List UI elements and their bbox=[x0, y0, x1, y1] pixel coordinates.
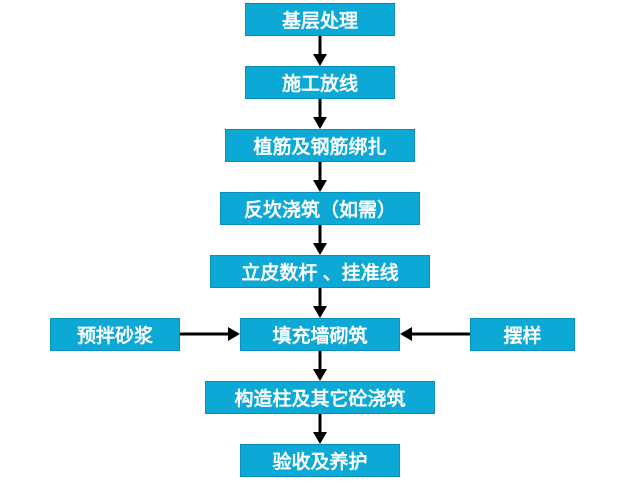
arrow-right-icon bbox=[180, 327, 240, 341]
node-infill-wall: 填充墙砌筑 bbox=[240, 318, 400, 351]
node-column-pouring: 构造柱及其它砼浇筑 bbox=[205, 381, 435, 414]
node-rebar-binding: 植筋及钢筋绑扎 bbox=[225, 129, 415, 162]
node-label: 摆样 bbox=[503, 321, 541, 348]
node-base-treatment: 基层处理 bbox=[245, 3, 395, 36]
node-setting-out: 施工放线 bbox=[245, 66, 395, 99]
node-acceptance-curing: 验收及养护 bbox=[240, 444, 400, 477]
node-label: 填充墙砌筑 bbox=[272, 321, 367, 348]
arrow-down-icon bbox=[313, 288, 327, 318]
node-story-pole: 立皮数杆 、挂准线 bbox=[210, 255, 430, 288]
node-label: 植筋及钢筋绑扎 bbox=[253, 132, 386, 159]
node-label: 立皮数杆 、挂准线 bbox=[241, 258, 398, 285]
flowchart-diagram: 基层处理 施工放线 植筋及钢筋绑扎 反坎浇筑（如需） 立皮数杆 、挂准线 填充墙… bbox=[0, 0, 640, 504]
arrow-down-icon bbox=[313, 36, 327, 66]
arrow-down-icon bbox=[313, 162, 327, 192]
arrow-left-icon bbox=[400, 327, 470, 341]
node-label: 基层处理 bbox=[282, 6, 358, 33]
node-label: 施工放线 bbox=[282, 69, 358, 96]
node-label: 验收及养护 bbox=[272, 447, 367, 474]
node-sample-layout: 摆样 bbox=[470, 318, 575, 351]
node-premix-mortar: 预拌砂浆 bbox=[50, 318, 180, 351]
node-label: 构造柱及其它砼浇筑 bbox=[234, 384, 405, 411]
arrow-down-icon bbox=[313, 99, 327, 129]
arrow-down-icon bbox=[313, 225, 327, 255]
node-label: 反坎浇筑（如需） bbox=[244, 195, 396, 222]
node-label: 预拌砂浆 bbox=[77, 321, 153, 348]
node-curb-pouring: 反坎浇筑（如需） bbox=[220, 192, 420, 225]
arrow-down-icon bbox=[313, 351, 327, 381]
arrow-down-icon bbox=[313, 414, 327, 444]
